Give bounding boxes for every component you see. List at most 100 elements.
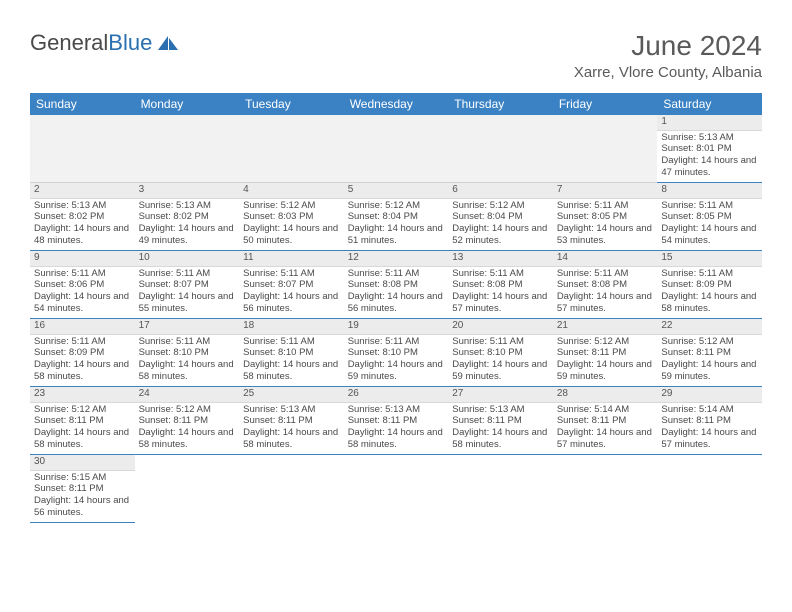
daylight-line: Daylight: 14 hours and 54 minutes.: [661, 223, 758, 247]
day-cell: 9Sunrise: 5:11 AMSunset: 8:06 PMDaylight…: [30, 251, 135, 319]
sunset-line: Sunset: 8:10 PM: [348, 347, 445, 359]
daylight-line: Daylight: 14 hours and 58 minutes.: [452, 427, 549, 451]
daylight-line: Daylight: 14 hours and 58 minutes.: [661, 291, 758, 315]
empty-cell: [657, 455, 762, 523]
weekday-header: Saturday: [657, 93, 762, 115]
daylight-line: Daylight: 14 hours and 57 minutes.: [557, 427, 654, 451]
sunset-line: Sunset: 8:10 PM: [452, 347, 549, 359]
day-number: 2: [30, 183, 135, 199]
sunrise-line: Sunrise: 5:13 AM: [139, 200, 236, 212]
day-cell: 24Sunrise: 5:12 AMSunset: 8:11 PMDayligh…: [135, 387, 240, 455]
daylight-line: Daylight: 14 hours and 58 minutes.: [243, 359, 340, 383]
day-cell: 21Sunrise: 5:12 AMSunset: 8:11 PMDayligh…: [553, 319, 658, 387]
day-number: 26: [344, 387, 449, 403]
day-number: 27: [448, 387, 553, 403]
sunset-line: Sunset: 8:10 PM: [243, 347, 340, 359]
daylight-line: Daylight: 14 hours and 58 minutes.: [348, 427, 445, 451]
day-number: 3: [135, 183, 240, 199]
daylight-line: Daylight: 14 hours and 51 minutes.: [348, 223, 445, 247]
sunset-line: Sunset: 8:11 PM: [348, 415, 445, 427]
day-number: 10: [135, 251, 240, 267]
empty-cell: [135, 455, 240, 523]
day-number: 14: [553, 251, 658, 267]
weekday-header: Tuesday: [239, 93, 344, 115]
day-number: 25: [239, 387, 344, 403]
sunrise-line: Sunrise: 5:11 AM: [661, 200, 758, 212]
weekday-header: Sunday: [30, 93, 135, 115]
sunset-line: Sunset: 8:11 PM: [661, 415, 758, 427]
sunset-line: Sunset: 8:08 PM: [557, 279, 654, 291]
sunrise-line: Sunrise: 5:12 AM: [243, 200, 340, 212]
sunset-line: Sunset: 8:10 PM: [139, 347, 236, 359]
day-number: 28: [553, 387, 658, 403]
sunrise-line: Sunrise: 5:11 AM: [557, 268, 654, 280]
daylight-line: Daylight: 14 hours and 59 minutes.: [661, 359, 758, 383]
weekday-header-row: SundayMondayTuesdayWednesdayThursdayFrid…: [30, 93, 762, 115]
day-number: 24: [135, 387, 240, 403]
sunset-line: Sunset: 8:08 PM: [452, 279, 549, 291]
day-cell: 17Sunrise: 5:11 AMSunset: 8:10 PMDayligh…: [135, 319, 240, 387]
day-cell: 15Sunrise: 5:11 AMSunset: 8:09 PMDayligh…: [657, 251, 762, 319]
sunrise-line: Sunrise: 5:13 AM: [452, 404, 549, 416]
day-cell: 3Sunrise: 5:13 AMSunset: 8:02 PMDaylight…: [135, 183, 240, 251]
day-number: 1: [657, 115, 762, 131]
day-cell: 26Sunrise: 5:13 AMSunset: 8:11 PMDayligh…: [344, 387, 449, 455]
day-number: 4: [239, 183, 344, 199]
month-title: June 2024: [574, 30, 762, 62]
sunrise-line: Sunrise: 5:15 AM: [34, 472, 131, 484]
sunrise-line: Sunrise: 5:12 AM: [139, 404, 236, 416]
daylight-line: Daylight: 14 hours and 58 minutes.: [34, 427, 131, 451]
logo-text: GeneralBlue: [30, 30, 152, 56]
sunset-line: Sunset: 8:02 PM: [34, 211, 131, 223]
sunset-line: Sunset: 8:04 PM: [452, 211, 549, 223]
daylight-line: Daylight: 14 hours and 47 minutes.: [661, 155, 758, 179]
sunrise-line: Sunrise: 5:11 AM: [348, 336, 445, 348]
day-number: 11: [239, 251, 344, 267]
sunrise-line: Sunrise: 5:11 AM: [452, 268, 549, 280]
daylight-line: Daylight: 14 hours and 54 minutes.: [34, 291, 131, 315]
calendar-row: 23Sunrise: 5:12 AMSunset: 8:11 PMDayligh…: [30, 387, 762, 455]
day-cell: 29Sunrise: 5:14 AMSunset: 8:11 PMDayligh…: [657, 387, 762, 455]
sunrise-line: Sunrise: 5:13 AM: [34, 200, 131, 212]
empty-cell: [30, 115, 135, 183]
logo: GeneralBlue: [30, 30, 180, 56]
day-number: 9: [30, 251, 135, 267]
day-cell: 30Sunrise: 5:15 AMSunset: 8:11 PMDayligh…: [30, 455, 135, 523]
sunset-line: Sunset: 8:11 PM: [661, 347, 758, 359]
sunrise-line: Sunrise: 5:13 AM: [348, 404, 445, 416]
day-number: 21: [553, 319, 658, 335]
day-number: 22: [657, 319, 762, 335]
day-number: 6: [448, 183, 553, 199]
daylight-line: Daylight: 14 hours and 57 minutes.: [661, 427, 758, 451]
daylight-line: Daylight: 14 hours and 59 minutes.: [348, 359, 445, 383]
sunrise-line: Sunrise: 5:11 AM: [243, 268, 340, 280]
empty-cell: [135, 115, 240, 183]
empty-cell: [448, 455, 553, 523]
weekday-header: Wednesday: [344, 93, 449, 115]
sunrise-line: Sunrise: 5:11 AM: [452, 336, 549, 348]
sunrise-line: Sunrise: 5:12 AM: [34, 404, 131, 416]
sunrise-line: Sunrise: 5:14 AM: [661, 404, 758, 416]
logo-text-blue: Blue: [108, 30, 152, 55]
sunset-line: Sunset: 8:08 PM: [348, 279, 445, 291]
daylight-line: Daylight: 14 hours and 53 minutes.: [557, 223, 654, 247]
daylight-line: Daylight: 14 hours and 58 minutes.: [139, 359, 236, 383]
sunrise-line: Sunrise: 5:11 AM: [34, 336, 131, 348]
day-cell: 4Sunrise: 5:12 AMSunset: 8:03 PMDaylight…: [239, 183, 344, 251]
day-number: 30: [30, 455, 135, 471]
day-number: 17: [135, 319, 240, 335]
sunrise-line: Sunrise: 5:13 AM: [243, 404, 340, 416]
sunset-line: Sunset: 8:11 PM: [34, 415, 131, 427]
day-cell: 13Sunrise: 5:11 AMSunset: 8:08 PMDayligh…: [448, 251, 553, 319]
daylight-line: Daylight: 14 hours and 58 minutes.: [34, 359, 131, 383]
day-number: 29: [657, 387, 762, 403]
day-cell: 25Sunrise: 5:13 AMSunset: 8:11 PMDayligh…: [239, 387, 344, 455]
day-number: 13: [448, 251, 553, 267]
sunrise-line: Sunrise: 5:11 AM: [139, 336, 236, 348]
empty-cell: [448, 115, 553, 183]
sunset-line: Sunset: 8:11 PM: [139, 415, 236, 427]
sunrise-line: Sunrise: 5:11 AM: [243, 336, 340, 348]
day-cell: 18Sunrise: 5:11 AMSunset: 8:10 PMDayligh…: [239, 319, 344, 387]
daylight-line: Daylight: 14 hours and 56 minutes.: [348, 291, 445, 315]
day-number: 5: [344, 183, 449, 199]
